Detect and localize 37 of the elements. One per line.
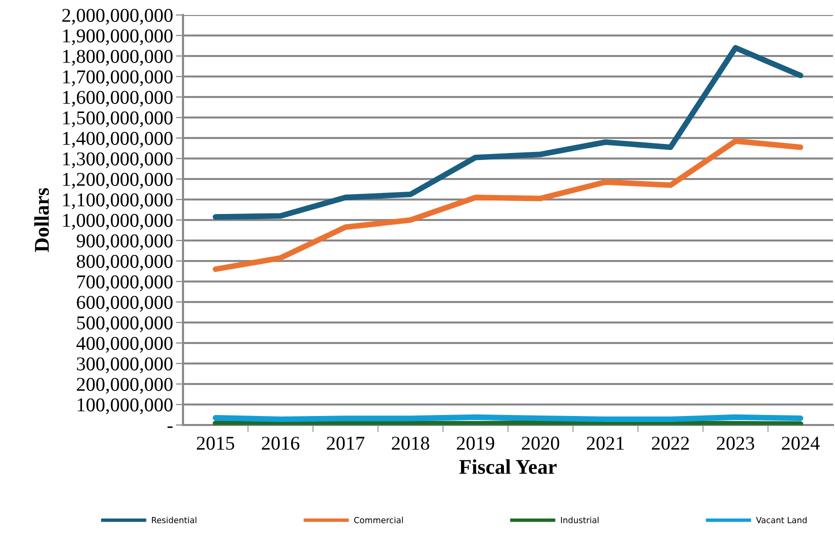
y-tick-label: 1,300,000,000 <box>63 152 173 168</box>
y-axis-title: Dollars <box>34 188 49 252</box>
legend-label: Vacant Land <box>756 516 807 524</box>
y-tick-label: 2,000,000,000 <box>62 8 173 25</box>
x-tick-label: 2018 <box>392 436 430 450</box>
x-axis-title: Fiscal Year <box>459 459 557 474</box>
y-tick-label: 800,000,000 <box>76 254 173 271</box>
x-tick-label: 2015 <box>196 436 234 450</box>
y-tick-label: 1,100,000,000 <box>63 193 173 210</box>
y-tick-label: 1,900,000,000 <box>63 29 173 46</box>
legend-label: Industrial <box>561 516 599 524</box>
x-tick-label: 2022 <box>652 436 689 450</box>
y-tick-label: 1,700,000,000 <box>63 70 173 86</box>
legend-label: Residential <box>152 516 196 524</box>
y-tick-label: 100,000,000 <box>78 398 173 414</box>
y-tick-label: 1,600,000,000 <box>63 90 173 107</box>
x-tick-label: 2020 <box>522 436 560 450</box>
y-tick-label: 200,000,000 <box>76 378 173 394</box>
y-tick-label: 400,000,000 <box>76 336 173 353</box>
y-tick-label: 1,400,000,000 <box>63 132 173 148</box>
x-tick-label: 2023 <box>716 436 754 450</box>
y-tick-label: 300,000,000 <box>76 357 173 374</box>
y-tick-label: 1,200,000,000 <box>63 172 173 189</box>
x-tick-label: 2017 <box>326 436 364 450</box>
y-tick-label: 1,500,000,000 <box>63 111 173 128</box>
x-tick-label: 2024 <box>782 436 820 450</box>
x-tick-label: 2019 <box>456 436 494 450</box>
x-tick-label: 2021 <box>586 436 624 450</box>
y-tick-label: 700,000,000 <box>77 275 173 292</box>
y-tick-label: - <box>168 426 173 428</box>
y-tick-label: 600,000,000 <box>76 296 173 312</box>
y-tick-label: 1,000,000,000 <box>63 214 173 230</box>
y-tick-label: 900,000,000 <box>76 234 173 250</box>
x-tick-label: 2016 <box>262 436 300 450</box>
y-tick-label: 1,800,000,000 <box>63 50 173 66</box>
legend-label: Commercial <box>354 516 403 524</box>
y-tick-label: 500,000,000 <box>77 316 173 332</box>
